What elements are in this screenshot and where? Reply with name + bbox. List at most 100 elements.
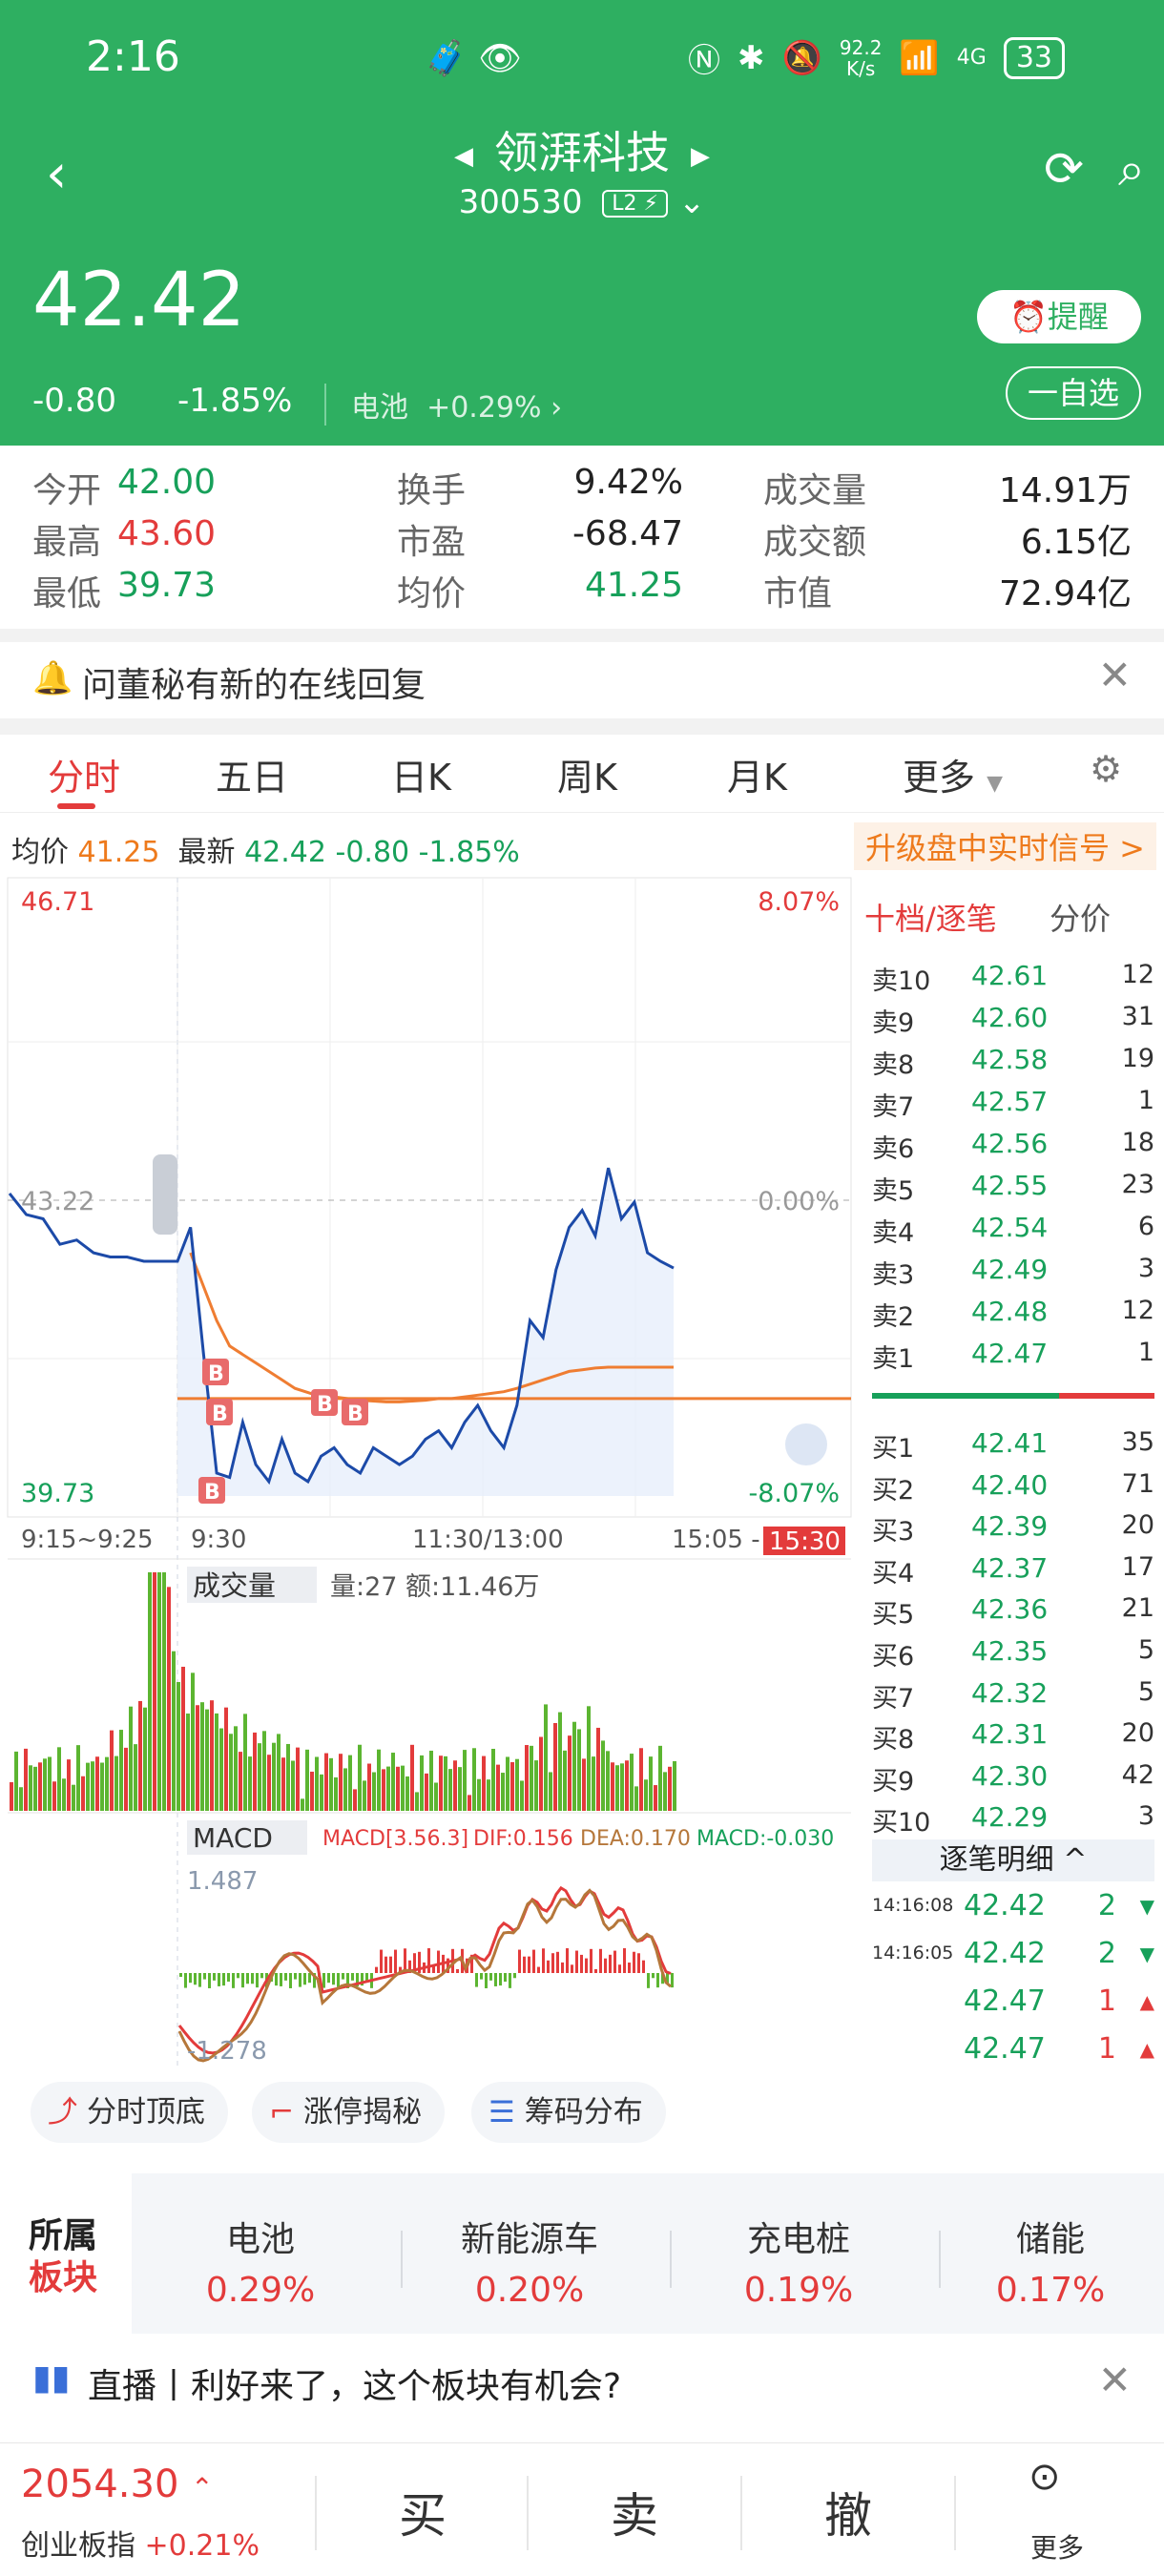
- search-icon[interactable]: ⌕: [1118, 141, 1145, 197]
- book-level: 卖8: [872, 1050, 915, 1080]
- book-row[interactable]: 买2 42.40 71: [872, 1469, 1154, 1511]
- macd-bar: [585, 1958, 588, 1973]
- expand-icon[interactable]: [785, 1423, 827, 1465]
- macd-bar: [666, 1973, 669, 1984]
- book-row[interactable]: 卖3 42.49 3: [872, 1254, 1154, 1296]
- macd-bar: [256, 1973, 259, 1988]
- tab-monthly-k[interactable]: 月K: [727, 757, 787, 799]
- volume-bar: [587, 1706, 591, 1811]
- book-row[interactable]: 卖9 42.60 31: [872, 1002, 1154, 1044]
- tool-chip-distribution[interactable]: ☰ 筹码分布: [471, 2082, 666, 2143]
- tab-intraday[interactable]: 分时: [48, 757, 121, 799]
- book-row[interactable]: 买4 42.37 17: [872, 1552, 1154, 1594]
- volume-bar: [272, 1742, 276, 1811]
- book-row[interactable]: 买7 42.32 5: [872, 1677, 1154, 1719]
- book-row[interactable]: 买1 42.41 35: [872, 1427, 1154, 1469]
- alert-button[interactable]: ⏰提醒: [977, 290, 1141, 343]
- drag-handle[interactable]: [153, 1154, 177, 1235]
- volume-bar: [339, 1754, 343, 1811]
- book-row[interactable]: 卖8 42.58 19: [872, 1044, 1154, 1086]
- book-row[interactable]: 卖1 42.47 1: [872, 1338, 1154, 1380]
- tab-level10[interactable]: 十档/逐笔: [864, 901, 997, 937]
- tick-detail-toggle[interactable]: 逐笔明细 ^: [872, 1839, 1154, 1881]
- tab-price-dist[interactable]: 分价: [1050, 901, 1112, 937]
- volume-bar: [530, 1745, 533, 1811]
- volume-bar: [420, 1755, 424, 1811]
- buy-markers[interactable]: B B B B B: [198, 1359, 368, 1505]
- book-qty: 17: [1121, 1551, 1154, 1582]
- volume-bar: [310, 1771, 314, 1811]
- stats-grid: 今开 42.00 换手 9.42% 成交量 14.91万 最高 43.60 市盈 -68.47 成交…: [0, 446, 1164, 629]
- watchlist-button[interactable]: 一自选: [1006, 366, 1141, 420]
- book-row[interactable]: 卖10 42.61 12: [872, 960, 1154, 1002]
- live-banner[interactable]: ▮▮ 直播丨利好来了，这个板块有机会? ✕: [0, 2343, 1164, 2420]
- sector-item-nev[interactable]: 新能源车 0.20%: [460, 2220, 598, 2310]
- volume-bar: [315, 1756, 319, 1811]
- tab-more[interactable]: 更多 ▼: [903, 757, 1004, 799]
- book-row[interactable]: 买8 42.31 20: [872, 1718, 1154, 1760]
- next-stock-icon[interactable]: ▶: [691, 141, 710, 171]
- book-row[interactable]: 卖5 42.55 23: [872, 1170, 1154, 1212]
- volume-bar: [143, 1707, 147, 1811]
- book-row[interactable]: 卖2 42.48 12: [872, 1296, 1154, 1338]
- settings-icon[interactable]: ⚙: [1090, 748, 1123, 790]
- tab-weekly-k[interactable]: 周K: [557, 757, 617, 799]
- volume-bar: [582, 1758, 586, 1811]
- book-level: 买7: [872, 1683, 915, 1714]
- book-row[interactable]: 卖4 42.54 6: [872, 1212, 1154, 1254]
- prev-stock-icon[interactable]: ◀: [454, 141, 473, 171]
- sector-item-battery[interactable]: 电池 0.29%: [205, 2220, 316, 2310]
- intraday-chart[interactable]: B B B B B 46.71 43.22 39.73 8.07% 0.00% …: [0, 876, 859, 2068]
- cancel-button[interactable]: 撤: [824, 2488, 872, 2544]
- volume-bar: [425, 1773, 428, 1811]
- notice-bar[interactable]: 🔔 问董秘有新的在线回复 ✕: [0, 642, 1164, 718]
- macd-bar: [561, 1962, 564, 1973]
- macd-bar: [494, 1973, 497, 1986]
- volume-bar: [253, 1732, 257, 1811]
- volume-bar: [510, 1762, 514, 1811]
- book-row[interactable]: 卖7 42.57 1: [872, 1086, 1154, 1128]
- volume-bar: [405, 1776, 409, 1811]
- active-tab-indicator: [57, 803, 95, 809]
- book-row[interactable]: 买10 42.29 3: [872, 1801, 1154, 1843]
- sector-link[interactable]: 电池 +0.29% ›: [324, 384, 562, 426]
- macd-bar: [251, 1973, 254, 1984]
- index-value[interactable]: 2054.30 ⌃: [21, 2462, 214, 2506]
- book-row[interactable]: 买6 42.35 5: [872, 1635, 1154, 1677]
- tool-intraday-top-bottom[interactable]: ⤴ 分时顶底: [31, 2082, 228, 2143]
- volume-bar: [549, 1772, 552, 1811]
- macd-bar: [404, 1948, 406, 1973]
- price-line: [8, 1167, 675, 1485]
- volume-bar: [305, 1749, 309, 1811]
- chevron-up-icon: ⌃: [191, 2472, 214, 2503]
- buy-button[interactable]: 买: [399, 2488, 447, 2544]
- back-icon[interactable]: ‹: [46, 143, 68, 205]
- upgrade-signal-button[interactable]: 升级盘中实时信号 >: [854, 822, 1156, 870]
- macd-dropdown[interactable]: [187, 1820, 307, 1855]
- macd-bar: [289, 1973, 292, 1988]
- book-row[interactable]: 买9 42.30 42: [872, 1760, 1154, 1802]
- book-row[interactable]: 卖6 42.56 18: [872, 1128, 1154, 1170]
- tool-limit-up[interactable]: ⌐ 涨停揭秘: [252, 2082, 445, 2143]
- more-label[interactable]: 更多: [1030, 2532, 1085, 2564]
- avg-price: 41.25: [77, 836, 160, 869]
- y-mid-label: 43.22: [21, 1187, 94, 1216]
- stock-code-row[interactable]: 300530 L2 ⚡ ⌄: [0, 183, 1164, 221]
- close-icon[interactable]: ✕: [1097, 2357, 1132, 2403]
- macd-bar: [380, 1949, 383, 1973]
- book-row[interactable]: 买5 42.36 21: [872, 1593, 1154, 1635]
- sector-item-storage[interactable]: 储能 0.17%: [995, 2220, 1106, 2310]
- close-icon[interactable]: ✕: [1097, 652, 1132, 698]
- sell-button[interactable]: 卖: [611, 2488, 658, 2544]
- network-type: 4G: [956, 46, 987, 70]
- volume-bar: [453, 1760, 457, 1811]
- tab-five-day[interactable]: 五日: [216, 757, 289, 799]
- macd-bar: [656, 1973, 659, 1988]
- book-row[interactable]: 买3 42.39 20: [872, 1510, 1154, 1552]
- refresh-icon[interactable]: ⟳: [1044, 141, 1084, 197]
- volume-bar: [24, 1748, 28, 1811]
- sector-item-charging[interactable]: 充电桩 0.19%: [743, 2220, 854, 2310]
- tab-daily-k[interactable]: 日K: [391, 757, 451, 799]
- volume-dropdown[interactable]: [187, 1567, 317, 1603]
- more-icon[interactable]: ⊙: [1029, 2455, 1061, 2499]
